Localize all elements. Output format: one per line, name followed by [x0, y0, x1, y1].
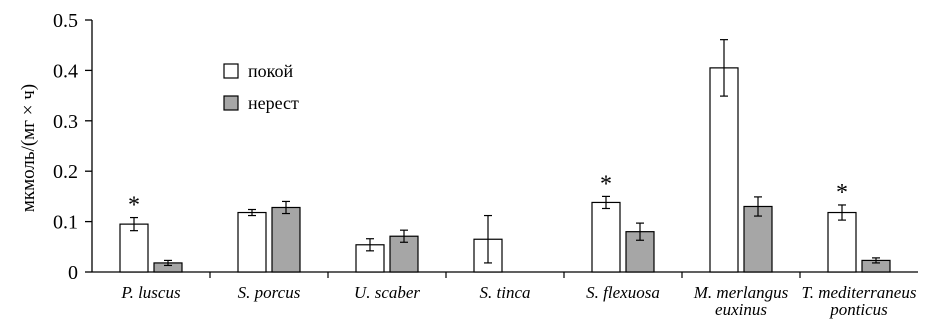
bars: * * * [119, 39, 891, 273]
x-category-label: ponticus [829, 300, 888, 319]
legend-swatch [223, 95, 239, 111]
y-tick-label: 0 [68, 262, 78, 284]
legend-label: покой [248, 61, 293, 81]
x-category-label: T. mediterraneus [802, 283, 917, 302]
y-tick-label: 0.4 [53, 60, 78, 82]
x-category-label: S. flexuosa [586, 283, 660, 302]
bar [119, 223, 149, 273]
x-category-label: P. luscus [120, 283, 181, 302]
y-tick-label: 0.5 [53, 10, 78, 32]
y-tick-label: 0.1 [53, 212, 78, 234]
x-category-label: S. tinca [480, 283, 531, 302]
x-category-label: U. scaber [354, 283, 420, 302]
x-category-label: S. porcus [238, 283, 301, 302]
legend: покой нерест [223, 61, 299, 113]
x-category-label: euxinus [715, 300, 767, 319]
significance-marker: * [836, 180, 848, 206]
y-tick-label: 0.3 [53, 111, 78, 133]
y-tick-label: 0.2 [53, 161, 78, 183]
x-axis: P. luscus S. porcus U. scaber S. tinca S. fl… [92, 271, 918, 319]
bar [591, 201, 621, 273]
legend-label: нерест [248, 93, 299, 113]
legend-swatch [223, 63, 239, 79]
bar [237, 211, 267, 273]
x-category-label: M. merlangus [693, 283, 789, 302]
significance-marker: * [128, 193, 140, 219]
y-axis: 0 0.1 0.2 0.3 0.4 0.5 [53, 10, 93, 284]
bar [827, 211, 857, 273]
bar [709, 67, 739, 273]
y-axis-label: мкмоль/(мг × ч) [18, 84, 39, 212]
significance-marker: * [600, 171, 612, 197]
bar [271, 206, 301, 273]
